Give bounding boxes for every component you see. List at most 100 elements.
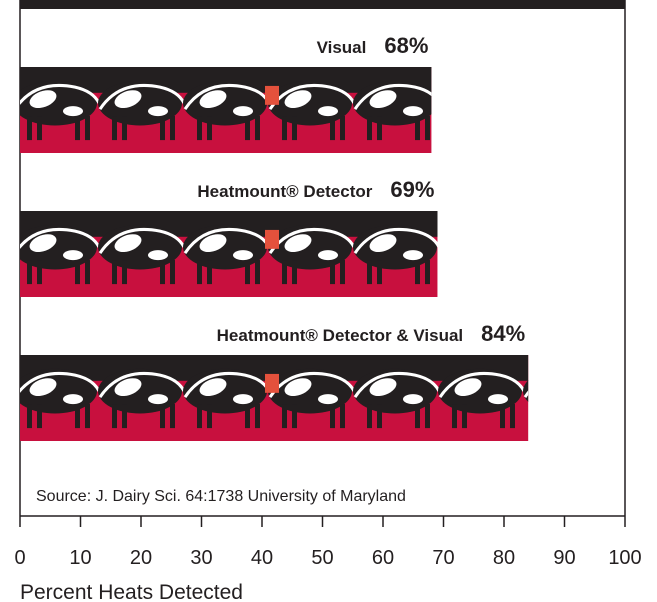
accent bbox=[265, 374, 279, 393]
cow-leg bbox=[282, 116, 287, 140]
cow-leg bbox=[85, 404, 90, 428]
cow-patch bbox=[403, 106, 423, 116]
cow-body bbox=[353, 225, 437, 270]
cow-leg bbox=[500, 404, 505, 428]
accent bbox=[265, 230, 279, 249]
cow-leg bbox=[330, 404, 335, 428]
cow-leg bbox=[585, 404, 590, 428]
cow-leg bbox=[170, 260, 175, 284]
cow-leg bbox=[367, 404, 372, 428]
cow-leg bbox=[425, 404, 430, 428]
cow-patch bbox=[233, 250, 253, 260]
cow-leg bbox=[537, 116, 542, 140]
cow-patch bbox=[318, 250, 338, 260]
cow-leg bbox=[415, 404, 420, 428]
cow-leg bbox=[292, 116, 297, 140]
cow-body bbox=[438, 81, 522, 126]
cow-patch bbox=[573, 250, 593, 260]
cow-leg bbox=[425, 116, 430, 140]
cow-leg bbox=[462, 116, 467, 140]
cow-leg bbox=[377, 260, 382, 284]
value-label: 84% bbox=[481, 321, 525, 346]
cow-leg bbox=[510, 116, 515, 140]
cow-outline bbox=[440, 229, 524, 253]
cow-body bbox=[523, 225, 607, 270]
top-band bbox=[20, 0, 625, 9]
cow-body bbox=[183, 81, 267, 126]
accent bbox=[265, 86, 279, 105]
cow-patch bbox=[537, 87, 569, 112]
cow-leg bbox=[585, 116, 590, 140]
cow-leg bbox=[330, 116, 335, 140]
cow-leg bbox=[282, 404, 287, 428]
cow-body bbox=[268, 81, 352, 126]
x-tick-label: 30 bbox=[190, 547, 212, 569]
cow-leg bbox=[585, 260, 590, 284]
cow-leg bbox=[245, 260, 250, 284]
cow-leg bbox=[197, 260, 202, 284]
cow-leg bbox=[122, 260, 127, 284]
x-axis-title: Percent Heats Detected bbox=[20, 581, 243, 602]
cow-leg bbox=[340, 116, 345, 140]
chart: Source: J. Dairy Sci. 64:1738 University… bbox=[0, 0, 657, 602]
cow-leg bbox=[452, 116, 457, 140]
cow-patch bbox=[63, 250, 83, 260]
cow-leg bbox=[500, 260, 505, 284]
cow-leg bbox=[207, 404, 212, 428]
cow-leg bbox=[595, 404, 600, 428]
x-tick-label: 10 bbox=[69, 547, 91, 569]
cow-patch bbox=[148, 394, 168, 404]
cow-outline bbox=[525, 373, 609, 397]
cow-leg bbox=[547, 260, 552, 284]
cow-leg bbox=[197, 404, 202, 428]
category-label: Heatmount® Detector bbox=[197, 182, 372, 201]
cow-leg bbox=[75, 116, 80, 140]
source-note: Source: J. Dairy Sci. 64:1738 University… bbox=[36, 488, 406, 505]
cow-body bbox=[268, 369, 352, 414]
cow-leg bbox=[367, 260, 372, 284]
cow-patch bbox=[318, 106, 338, 116]
cow-leg bbox=[170, 404, 175, 428]
cow-patch bbox=[403, 250, 423, 260]
cow-leg bbox=[377, 116, 382, 140]
cow-patch bbox=[403, 394, 423, 404]
cow-patch bbox=[573, 106, 593, 116]
bar-label: Heatmount® Detector & Visual84% bbox=[217, 321, 526, 346]
cow-leg bbox=[122, 404, 127, 428]
cow-leg bbox=[207, 116, 212, 140]
cow-patch bbox=[318, 394, 338, 404]
cow-patch bbox=[148, 106, 168, 116]
cow-leg bbox=[27, 116, 32, 140]
cow-leg bbox=[510, 404, 515, 428]
x-tick-label: 20 bbox=[130, 547, 152, 569]
cow-leg bbox=[537, 404, 542, 428]
x-tick-label: 100 bbox=[608, 547, 641, 569]
cow-leg bbox=[112, 260, 117, 284]
cow-leg bbox=[462, 260, 467, 284]
cow-leg bbox=[452, 404, 457, 428]
cow-body bbox=[98, 81, 182, 126]
cow-leg bbox=[75, 404, 80, 428]
cow-leg bbox=[415, 260, 420, 284]
cow-leg bbox=[282, 260, 287, 284]
cow-leg bbox=[500, 116, 505, 140]
cow-body bbox=[98, 225, 182, 270]
cow-outline bbox=[440, 85, 524, 109]
cow-outline bbox=[525, 229, 609, 253]
cow-patch bbox=[488, 394, 508, 404]
cow-body bbox=[353, 81, 437, 126]
cow-leg bbox=[160, 404, 165, 428]
cow-body bbox=[438, 225, 522, 270]
cow-leg bbox=[425, 260, 430, 284]
cow-body bbox=[523, 369, 607, 414]
cow-patch bbox=[63, 394, 83, 404]
cow-leg bbox=[75, 260, 80, 284]
cow-outline bbox=[525, 85, 609, 109]
cow-leg bbox=[85, 116, 90, 140]
cow-body bbox=[13, 369, 97, 414]
cow-body bbox=[353, 369, 437, 414]
x-tick-label: 90 bbox=[553, 547, 575, 569]
cow-body bbox=[13, 81, 97, 126]
cow-body bbox=[268, 225, 352, 270]
x-tick-label: 0 bbox=[14, 547, 25, 569]
